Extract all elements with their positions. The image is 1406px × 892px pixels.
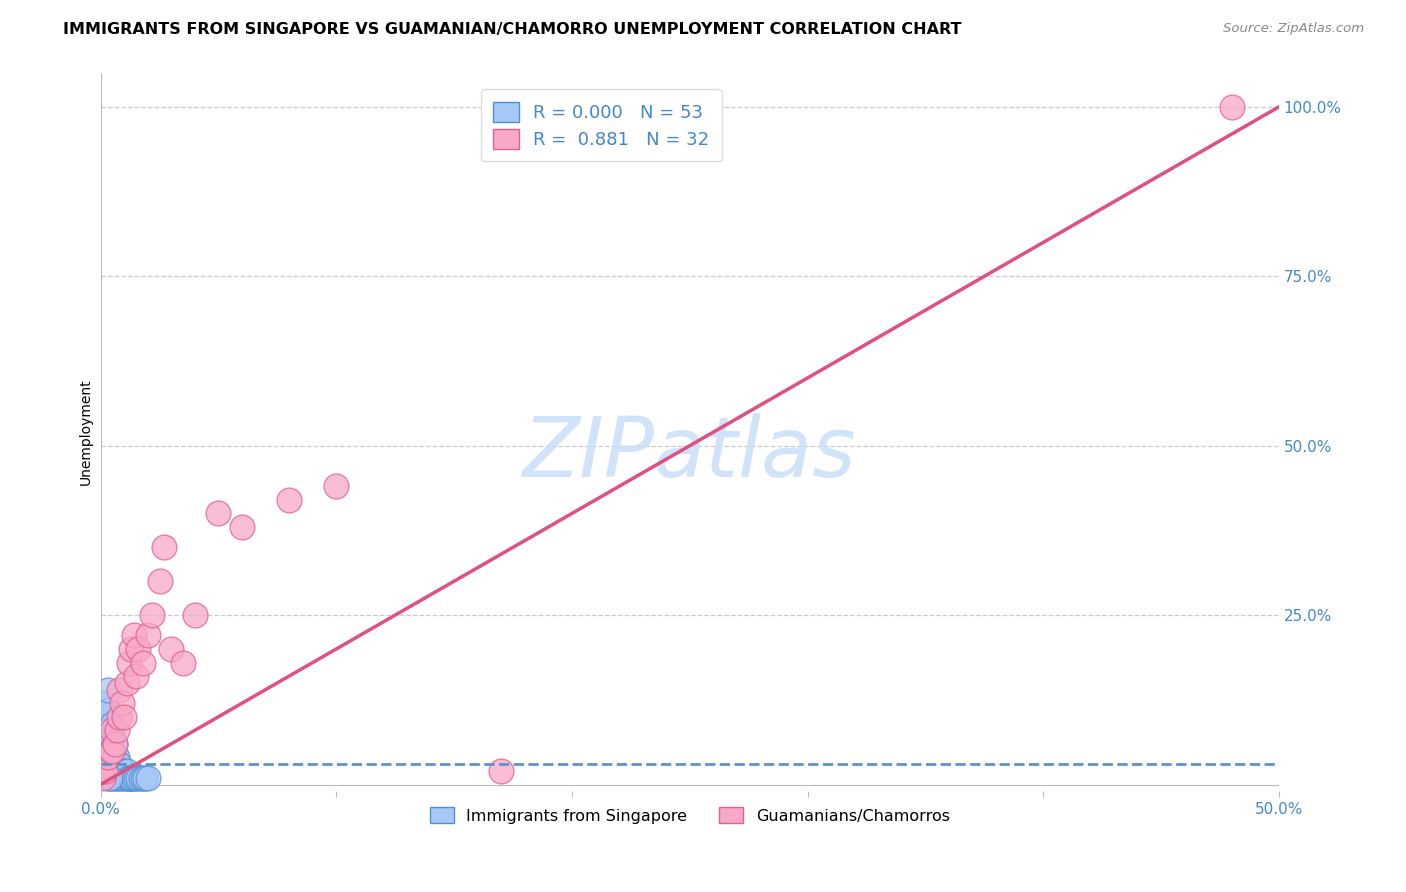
Point: [108, 764, 131, 778]
Point: [112, 710, 135, 724]
Point: [108, 682, 131, 697]
Point: [101, 716, 124, 731]
Point: [98, 764, 121, 778]
Point: [134, 771, 156, 785]
Point: [97, 771, 120, 785]
Point: [91, 764, 114, 778]
Point: [489, 764, 512, 778]
Point: [127, 771, 149, 785]
Point: [94, 750, 117, 764]
Text: IMMIGRANTS FROM SINGAPORE VS GUAMANIAN/CHAMORRO UNEMPLOYMENT CORRELATION CHART: IMMIGRANTS FROM SINGAPORE VS GUAMANIAN/C…: [63, 22, 962, 37]
Point: [98, 771, 121, 785]
Point: [325, 479, 347, 493]
Point: [97, 703, 120, 717]
Point: [104, 750, 127, 764]
Point: [1220, 100, 1243, 114]
Point: [141, 608, 163, 623]
Point: [108, 710, 131, 724]
Point: [101, 730, 124, 744]
Point: [94, 716, 117, 731]
Point: [98, 750, 121, 764]
Point: [98, 723, 121, 738]
Point: [207, 507, 229, 521]
Point: [101, 723, 124, 738]
Point: [94, 764, 117, 778]
Point: [118, 656, 141, 670]
Point: [98, 737, 121, 751]
Point: [125, 669, 148, 683]
Point: [278, 492, 301, 507]
Point: [101, 771, 124, 785]
Point: [97, 750, 120, 764]
Point: [101, 744, 124, 758]
Point: [115, 676, 138, 690]
Point: [231, 520, 253, 534]
Text: Source: ZipAtlas.com: Source: ZipAtlas.com: [1223, 22, 1364, 36]
Point: [91, 723, 114, 738]
Point: [122, 628, 145, 642]
Y-axis label: Unemployment: Unemployment: [79, 379, 93, 485]
Legend: Immigrants from Singapore, Guamanians/Chamorros: Immigrants from Singapore, Guamanians/Ch…: [423, 801, 956, 830]
Point: [172, 656, 194, 670]
Point: [105, 771, 128, 785]
Point: [97, 682, 120, 697]
Point: [132, 771, 155, 785]
Point: [111, 696, 134, 710]
Point: [97, 730, 120, 744]
Point: [148, 574, 170, 589]
Point: [118, 771, 141, 785]
Text: ZIPatlas: ZIPatlas: [523, 413, 856, 494]
Point: [112, 771, 135, 785]
Point: [101, 744, 124, 758]
Point: [104, 737, 127, 751]
Point: [160, 642, 183, 657]
Point: [111, 764, 134, 778]
Point: [184, 608, 207, 623]
Point: [94, 737, 117, 751]
Point: [125, 771, 148, 785]
Point: [153, 541, 176, 555]
Point: [97, 757, 120, 772]
Point: [132, 656, 155, 670]
Point: [120, 771, 142, 785]
Point: [122, 771, 145, 785]
Point: [104, 764, 127, 778]
Point: [94, 764, 117, 778]
Point: [105, 723, 128, 738]
Point: [136, 771, 159, 785]
Point: [101, 757, 124, 772]
Point: [104, 737, 127, 751]
Point: [91, 744, 114, 758]
Point: [91, 771, 114, 785]
Point: [136, 628, 159, 642]
Point: [129, 771, 152, 785]
Point: [115, 771, 138, 785]
Point: [104, 771, 127, 785]
Point: [108, 757, 131, 772]
Point: [105, 764, 128, 778]
Point: [94, 696, 117, 710]
Point: [91, 757, 114, 772]
Point: [112, 764, 135, 778]
Point: [115, 764, 138, 778]
Point: [98, 744, 121, 758]
Point: [127, 642, 149, 657]
Point: [108, 771, 131, 785]
Point: [105, 750, 128, 764]
Point: [111, 771, 134, 785]
Point: [91, 710, 114, 724]
Point: [97, 744, 120, 758]
Point: [120, 771, 142, 785]
Point: [118, 771, 141, 785]
Point: [120, 642, 142, 657]
